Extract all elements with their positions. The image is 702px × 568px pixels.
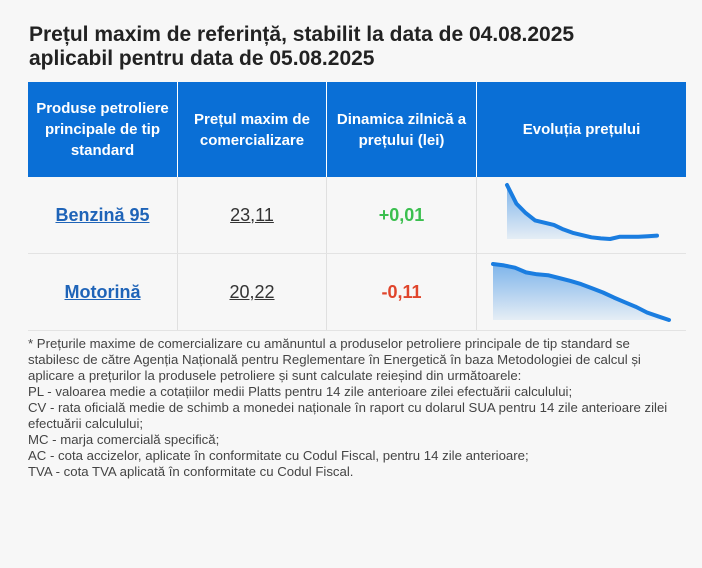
- sparkline-motorina: [491, 262, 671, 322]
- header-products: Produse petroliere principale de tip sta…: [28, 82, 178, 177]
- price-cell: 20,22: [178, 254, 327, 330]
- footnotes: * Prețurile maxime de comercializare cu …: [28, 336, 678, 480]
- footnote-mc: MC - marja comercială specifică;: [28, 432, 220, 447]
- table-header: Produse petroliere principale de tip sta…: [28, 82, 686, 177]
- header-max-price: Prețul maxim de comercializare: [178, 82, 327, 177]
- price-value-benzina[interactable]: 23,11: [230, 204, 274, 225]
- product-cell: Benzină 95: [28, 177, 178, 253]
- change-cell: -0,11: [327, 254, 477, 330]
- title-line-1: Prețul maxim de referință, stabilit la d…: [29, 23, 575, 46]
- change-value-benzina: +0,01: [378, 204, 425, 225]
- sparkline-benzina: [505, 183, 659, 241]
- header-daily-change: Dinamica zilnică a prețului (lei): [327, 82, 477, 177]
- footnote-tva: TVA - cota TVA aplicată în conformitate …: [28, 464, 354, 479]
- header-price-evolution: Evoluția prețului: [522, 121, 641, 138]
- footnote-cv: CV - rata oficială medie de schimb a mon…: [28, 400, 668, 431]
- sparkline-area: [493, 264, 669, 320]
- title-line-2: aplicabil pentru data de 05.08.2025: [29, 47, 375, 70]
- page-title: Prețul maxim de referință, stabilit la d…: [29, 23, 679, 71]
- sparkline-area: [507, 185, 657, 239]
- table-row-benzina: Benzină 95 23,11 +0,01: [28, 177, 686, 254]
- trend-cell: [477, 254, 686, 330]
- trend-cell: [477, 177, 686, 253]
- change-cell: +0,01: [327, 177, 477, 253]
- footnote-intro: * Prețurile maxime de comercializare cu …: [28, 336, 641, 383]
- footnote-pl: PL - valoarea medie a cotațiilor medii P…: [28, 384, 573, 399]
- table-row-motorina: Motorină 20,22 -0,11: [28, 254, 686, 331]
- price-cell: 23,11: [178, 177, 327, 253]
- price-table: Produse petroliere principale de tip sta…: [28, 82, 686, 331]
- change-value-motorina: -0,11: [381, 281, 422, 302]
- footnote-ac: AC - cota accizelor, aplicate în conform…: [28, 448, 529, 463]
- product-link-motorina[interactable]: Motorină: [64, 281, 141, 302]
- sparkline-line: [491, 262, 671, 322]
- product-link-benzina[interactable]: Benzină 95: [55, 204, 150, 225]
- price-value-motorina[interactable]: 20,22: [229, 281, 275, 302]
- product-cell: Motorină: [28, 254, 178, 330]
- sparkline-line: [505, 183, 659, 241]
